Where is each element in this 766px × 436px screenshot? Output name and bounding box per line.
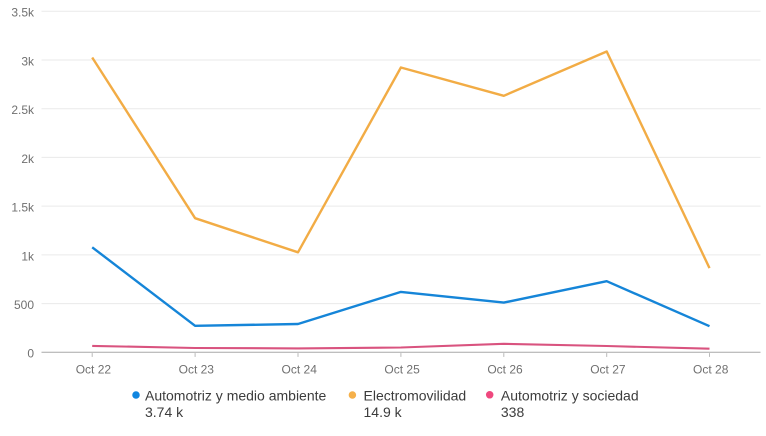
svg-text:Oct 28: Oct 28 (693, 362, 729, 376)
svg-text:3.74 k: 3.74 k (145, 404, 184, 420)
svg-text:1k: 1k (21, 249, 35, 263)
svg-text:3.5k: 3.5k (11, 6, 35, 20)
svg-text:3k: 3k (21, 54, 35, 68)
svg-text:2.5k: 2.5k (11, 103, 35, 117)
svg-text:Electromovilidad: Electromovilidad (364, 388, 467, 404)
svg-text:2k: 2k (21, 152, 35, 166)
svg-text:1.5k: 1.5k (11, 201, 35, 215)
svg-text:Oct 25: Oct 25 (384, 362, 420, 376)
svg-text:Oct 22: Oct 22 (76, 362, 112, 376)
svg-text:500: 500 (14, 298, 34, 312)
svg-text:Oct 24: Oct 24 (282, 362, 318, 376)
svg-text:Oct 26: Oct 26 (487, 362, 523, 376)
svg-text:Oct 23: Oct 23 (179, 362, 215, 376)
svg-text:Automotriz y medio ambiente: Automotriz y medio ambiente (145, 388, 327, 404)
svg-text:Automotriz y sociedad: Automotriz y sociedad (501, 388, 639, 404)
svg-text:0: 0 (27, 347, 34, 361)
svg-text:338: 338 (501, 404, 525, 420)
svg-text:14.9 k: 14.9 k (364, 404, 403, 420)
svg-text:Oct 27: Oct 27 (590, 362, 626, 376)
